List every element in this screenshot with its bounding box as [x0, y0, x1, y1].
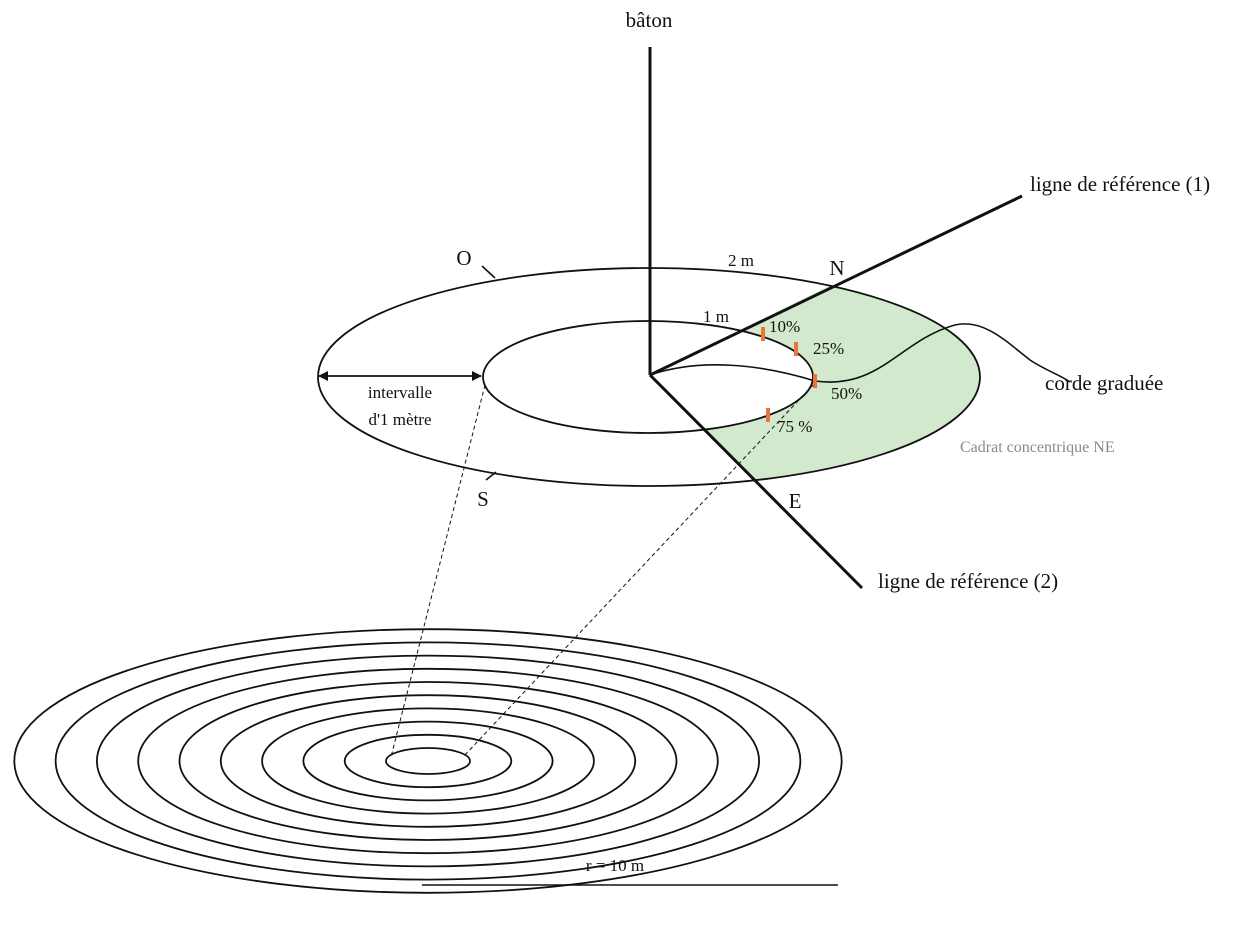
ne-quadrat-fill — [650, 268, 980, 486]
concentric-ring-10 — [13, 628, 843, 894]
graduated-rope — [649, 323, 1071, 383]
concentric-ring-9 — [54, 641, 802, 881]
reference-line-1-label: ligne de référence (1) — [1030, 172, 1210, 196]
rope-mark-10-label: 10% — [769, 317, 800, 336]
west-tick — [481, 265, 496, 279]
concentric-ring-5 — [219, 694, 637, 828]
scale-bar-label: r = 10 m — [586, 856, 644, 875]
reference-line-2 — [648, 373, 864, 590]
reference-line-1 — [649, 194, 1023, 377]
stick-label: bâton — [626, 8, 673, 32]
north-label: N — [829, 256, 844, 280]
outer-radius-label: 2 m — [728, 251, 754, 270]
rope-mark-25-label: 25% — [813, 339, 844, 358]
quadrat-caption: Cadrat concentrique NE — [960, 439, 1115, 456]
concentric-ring-8 — [95, 654, 761, 868]
east-label: E — [789, 489, 802, 513]
rope-mark-75-label: 75 % — [777, 417, 812, 436]
south-label: S — [477, 487, 489, 511]
concentric-ring-6 — [178, 681, 678, 841]
projection-line-right — [462, 384, 814, 758]
west-label: O — [456, 246, 471, 270]
interval-label-line1: intervalle — [368, 383, 432, 402]
graduated-rope-label: corde graduée — [1045, 371, 1163, 395]
interval-label-line2: d'1 mètre — [368, 410, 431, 429]
reference-line-2-label: ligne de référence (2) — [878, 569, 1058, 593]
concentric-ring-2 — [343, 733, 513, 789]
concentric-rings — [13, 628, 843, 894]
south-tick — [485, 471, 497, 481]
concentric-ring-4 — [261, 707, 595, 815]
concentric-ring-3 — [302, 720, 554, 802]
rope-mark-50-label: 50% — [831, 384, 862, 403]
rope-marks — [761, 327, 817, 422]
inner-radius-label: 1 m — [703, 307, 729, 326]
projection-line-left — [390, 384, 486, 758]
concentric-ring-1 — [385, 747, 471, 775]
concentric-ring-7 — [137, 667, 719, 855]
